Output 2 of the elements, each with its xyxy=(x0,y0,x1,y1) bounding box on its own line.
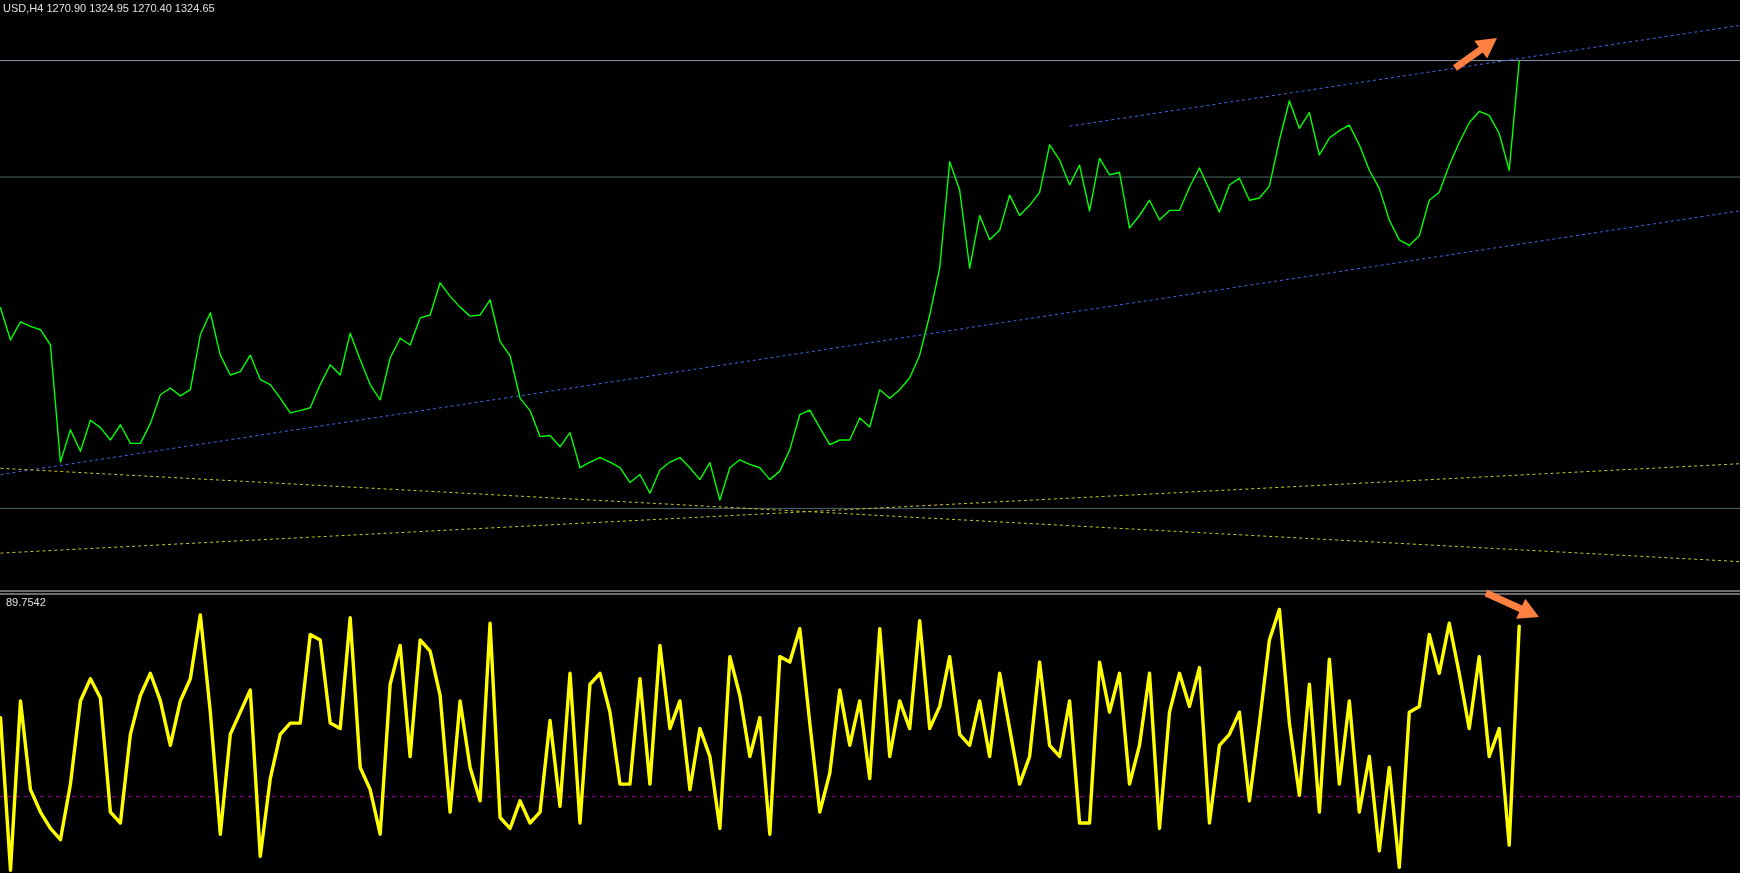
chart-title: 89.7542 xyxy=(6,596,46,608)
text: USD,H4 1270.90 1324.95 1270.40 1324.65 xyxy=(3,2,215,14)
